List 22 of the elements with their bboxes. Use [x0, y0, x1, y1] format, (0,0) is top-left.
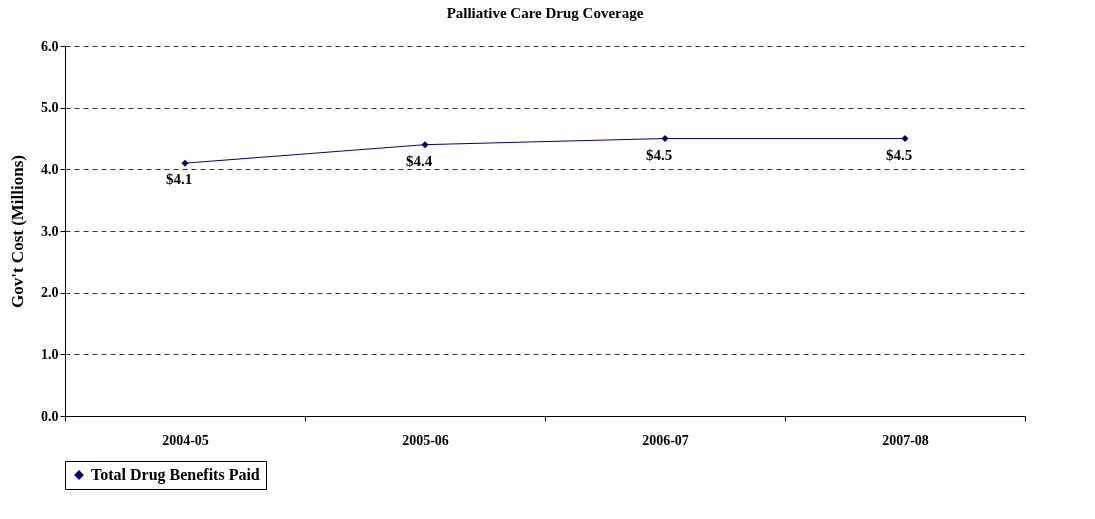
legend-label: Total Drug Benefits Paid	[91, 466, 260, 484]
y-axis-title: Gov't Cost (Millions)	[8, 155, 27, 308]
x-tick-label: 2004-05	[162, 432, 209, 448]
y-tick-label: 4.0	[41, 161, 59, 177]
data-label: $4.5	[645, 146, 673, 163]
y-tick-label: 1.0	[41, 346, 59, 362]
x-tick-label: 2007-08	[882, 432, 929, 448]
point	[181, 159, 189, 167]
y-tick-label: 6.0	[41, 38, 59, 54]
data-label: $4.1	[165, 171, 193, 188]
x-tick-label: 2006-07	[642, 432, 689, 448]
y-tick-label: 0.0	[41, 408, 59, 424]
point	[421, 141, 429, 149]
y-tick-label: 5.0	[41, 100, 59, 116]
point	[661, 134, 669, 143]
y-tick-label: 2.0	[41, 285, 59, 301]
y-tick-label: 3.0	[41, 223, 59, 239]
data-label: $4.5	[885, 146, 913, 163]
x-tick-label: 2005-06	[402, 432, 449, 448]
chart-title: Palliative Care Drug Coverage	[446, 5, 644, 21]
data-label: $4.4	[405, 152, 433, 169]
point	[901, 134, 909, 143]
